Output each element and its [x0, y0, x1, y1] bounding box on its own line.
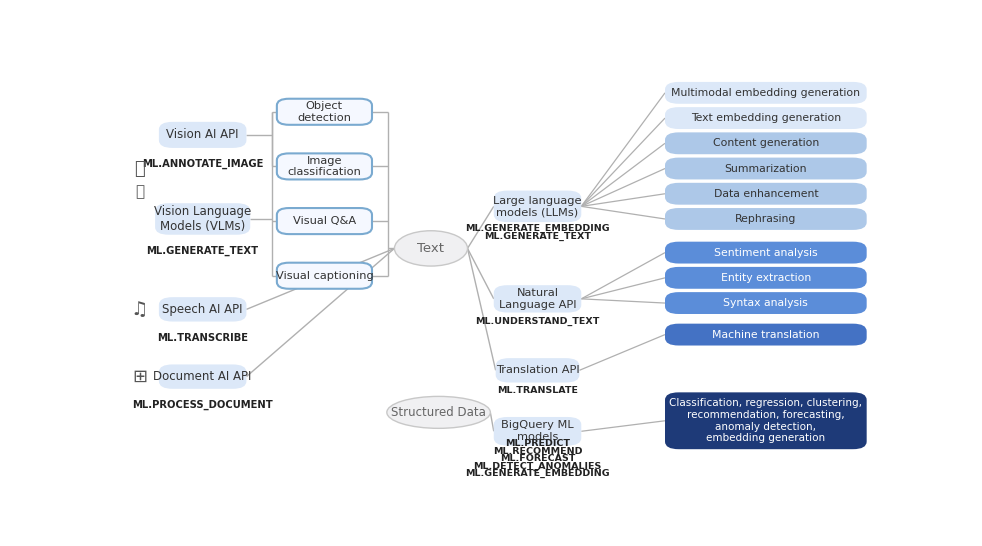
Text: Large language
models (LLMs): Large language models (LLMs) — [493, 195, 581, 217]
Text: Multimodal embedding generation: Multimodal embedding generation — [672, 88, 860, 98]
Text: Visual Q&A: Visual Q&A — [293, 216, 356, 226]
Text: ♫: ♫ — [131, 300, 148, 319]
FancyBboxPatch shape — [665, 158, 867, 180]
FancyBboxPatch shape — [665, 292, 867, 314]
FancyBboxPatch shape — [277, 99, 372, 125]
Text: Content generation: Content generation — [713, 138, 819, 149]
Text: Sentiment analysis: Sentiment analysis — [714, 247, 818, 258]
Text: Rephrasing: Rephrasing — [736, 214, 796, 224]
Text: Data enhancement: Data enhancement — [714, 189, 818, 199]
Text: Structured Data: Structured Data — [391, 406, 486, 419]
Text: ⊞: ⊞ — [132, 367, 147, 385]
FancyBboxPatch shape — [155, 203, 250, 235]
Text: ML.UNDERSTAND_TEXT: ML.UNDERSTAND_TEXT — [475, 317, 600, 326]
Text: Document AI API: Document AI API — [153, 370, 251, 383]
FancyBboxPatch shape — [665, 208, 867, 230]
Text: Syntax analysis: Syntax analysis — [724, 298, 808, 308]
Text: Classification, regression, clustering,
recommendation, forecasting,
anomaly det: Classification, regression, clustering, … — [670, 399, 862, 443]
Text: 📹: 📹 — [135, 184, 144, 199]
FancyBboxPatch shape — [277, 208, 372, 234]
FancyBboxPatch shape — [496, 358, 579, 383]
Text: Text embedding generation: Text embedding generation — [690, 113, 841, 123]
Text: Visual captioning: Visual captioning — [276, 271, 373, 281]
Ellipse shape — [387, 396, 490, 429]
FancyBboxPatch shape — [494, 191, 581, 222]
Text: ML.GENERATE_EMBEDDING: ML.GENERATE_EMBEDDING — [465, 469, 610, 478]
FancyBboxPatch shape — [665, 242, 867, 264]
Text: ML.DETECT_ANOMALIES: ML.DETECT_ANOMALIES — [473, 461, 602, 471]
Text: ML.GENERATE_TEXT: ML.GENERATE_TEXT — [484, 232, 591, 241]
FancyBboxPatch shape — [665, 183, 867, 205]
Text: ML.PREDICT: ML.PREDICT — [505, 439, 570, 448]
FancyBboxPatch shape — [159, 122, 246, 148]
Text: Object
detection: Object detection — [298, 101, 352, 122]
FancyBboxPatch shape — [665, 267, 867, 289]
Text: ML.FORECAST: ML.FORECAST — [500, 454, 575, 463]
Text: ML.RECOMMEND: ML.RECOMMEND — [493, 447, 582, 455]
Text: Text: Text — [417, 242, 445, 255]
FancyBboxPatch shape — [159, 364, 246, 389]
FancyBboxPatch shape — [665, 82, 867, 104]
Text: Natural
Language API: Natural Language API — [499, 288, 576, 310]
Text: ML.GENERATE_TEXT: ML.GENERATE_TEXT — [146, 246, 258, 256]
Ellipse shape — [395, 231, 467, 266]
Text: Summarization: Summarization — [725, 163, 807, 174]
FancyBboxPatch shape — [277, 153, 372, 180]
Text: ⛰: ⛰ — [135, 159, 145, 177]
FancyBboxPatch shape — [494, 285, 581, 312]
Text: Translation API: Translation API — [496, 365, 579, 375]
FancyBboxPatch shape — [277, 263, 372, 289]
FancyBboxPatch shape — [665, 324, 867, 346]
FancyBboxPatch shape — [494, 417, 581, 446]
Text: Machine translation: Machine translation — [712, 330, 820, 340]
Text: Vision Language
Models (VLMs): Vision Language Models (VLMs) — [154, 205, 251, 233]
Text: ML.TRANSCRIBE: ML.TRANSCRIBE — [157, 333, 248, 342]
FancyBboxPatch shape — [665, 393, 867, 449]
Text: Image
classification: Image classification — [288, 156, 361, 177]
Text: ML.GENERATE_EMBEDDING: ML.GENERATE_EMBEDDING — [465, 224, 610, 233]
Text: Entity extraction: Entity extraction — [721, 273, 811, 283]
Text: Vision AI API: Vision AI API — [166, 128, 239, 141]
Text: BigQuery ML
models: BigQuery ML models — [501, 420, 573, 442]
Text: ML.TRANSLATE: ML.TRANSLATE — [497, 386, 578, 395]
FancyBboxPatch shape — [159, 297, 246, 322]
Text: Speech AI API: Speech AI API — [162, 303, 243, 316]
Text: ML.ANNOTATE_IMAGE: ML.ANNOTATE_IMAGE — [142, 159, 263, 169]
Text: ML.PROCESS_DOCUMENT: ML.PROCESS_DOCUMENT — [133, 400, 273, 410]
FancyBboxPatch shape — [665, 107, 867, 129]
FancyBboxPatch shape — [665, 132, 867, 154]
